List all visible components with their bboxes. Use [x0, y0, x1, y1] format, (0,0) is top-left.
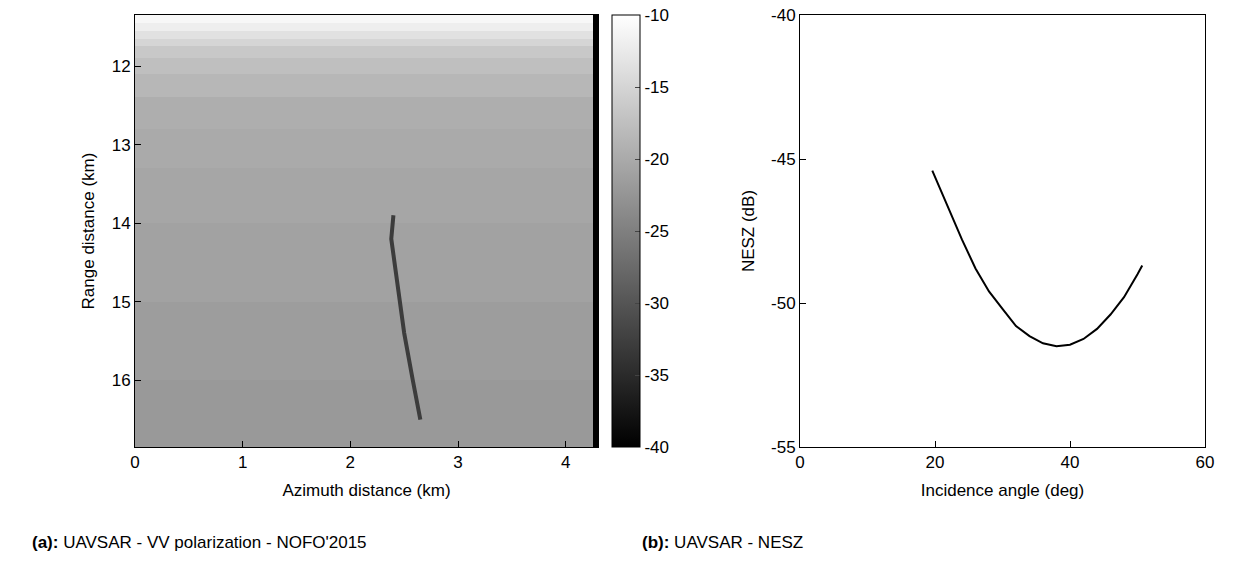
- svg-text:-15: -15: [644, 78, 669, 97]
- svg-text:0: 0: [795, 453, 804, 472]
- svg-text:40: 40: [1061, 453, 1080, 472]
- svg-text:-45: -45: [771, 150, 796, 169]
- svg-text:NESZ (dB): NESZ (dB): [739, 190, 758, 272]
- svg-text:-55: -55: [771, 438, 796, 457]
- svg-text:(a): UAVSAR - VV polarization: (a): UAVSAR - VV polarization - NOFO'201…: [32, 533, 367, 552]
- svg-text:1: 1: [238, 453, 247, 472]
- svg-text:-10: -10: [644, 6, 669, 25]
- svg-text:-40: -40: [644, 438, 669, 457]
- svg-text:60: 60: [1196, 453, 1215, 472]
- svg-text:15: 15: [112, 293, 131, 312]
- svg-text:-25: -25: [644, 222, 669, 241]
- svg-text:Incidence angle (deg): Incidence angle (deg): [921, 481, 1085, 500]
- svg-text:12: 12: [112, 57, 131, 76]
- svg-text:0: 0: [130, 453, 139, 472]
- svg-text:Range distance (km): Range distance (km): [79, 153, 98, 310]
- svg-text:2: 2: [346, 453, 355, 472]
- svg-text:-30: -30: [644, 294, 669, 313]
- svg-text:14: 14: [112, 214, 131, 233]
- svg-text:3: 3: [453, 453, 462, 472]
- svg-text:(b): UAVSAR - NESZ: (b): UAVSAR - NESZ: [642, 533, 803, 552]
- svg-text:-20: -20: [644, 150, 669, 169]
- svg-text:16: 16: [112, 371, 131, 390]
- svg-text:4: 4: [561, 453, 570, 472]
- svg-text:-40: -40: [771, 6, 796, 25]
- svg-text:-50: -50: [771, 294, 796, 313]
- svg-text:20: 20: [926, 453, 945, 472]
- svg-text:Azimuth distance (km): Azimuth distance (km): [282, 481, 450, 500]
- svg-text:13: 13: [112, 136, 131, 155]
- svg-text:-35: -35: [644, 366, 669, 385]
